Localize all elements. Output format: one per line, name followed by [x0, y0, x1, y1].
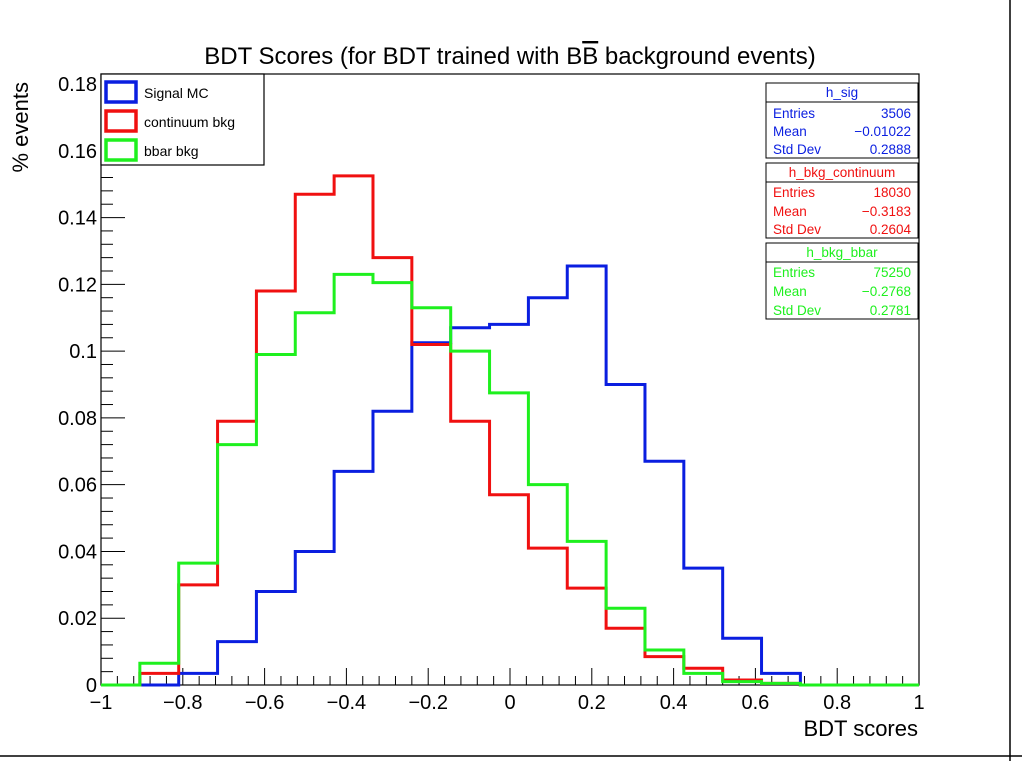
- stats-mean-value: −0.2768: [862, 284, 911, 299]
- series-line-signal-mc: [101, 264, 919, 687]
- stats-box-frame: [765, 162, 919, 239]
- stats-stddev-value: 0.2781: [870, 303, 911, 318]
- stats-entries-value: 75250: [873, 265, 911, 280]
- stats-entries-label: Entries: [773, 265, 815, 280]
- legend-label: Signal MC: [144, 85, 209, 101]
- stats-stddev-value: 0.2604: [870, 222, 912, 237]
- stats-entries-label: Entries: [773, 185, 815, 200]
- stats-stddev-label: Std Dev: [773, 222, 821, 237]
- legend-box: [100, 73, 265, 166]
- legend-swatch: [104, 80, 138, 104]
- stats-mean-value: −0.01022: [854, 124, 911, 139]
- stats-box-title: h_sig: [826, 85, 858, 100]
- y-tick-label: 0.06: [58, 475, 97, 497]
- series-line-bbar-bkg: [101, 272, 919, 687]
- legend-entry-bbar-bkg: bbar bkg: [104, 138, 198, 162]
- stats-entries-label: Entries: [773, 106, 815, 121]
- x-axis-label: BDT scores: [803, 716, 918, 741]
- stats-stddev-value: 0.2888: [870, 142, 911, 157]
- stats-box-h-sig: h_sig Entries 3506 Mean −0.01022 Std Dev…: [765, 82, 919, 159]
- y-tick-label: 0.14: [58, 208, 97, 230]
- legend-swatch: [104, 138, 138, 162]
- legend-label: continuum bkg: [144, 114, 235, 130]
- x-tick-label: 0.2: [578, 692, 606, 714]
- x-tick-label: 0.8: [823, 692, 851, 714]
- stats-mean-label: Mean: [773, 284, 807, 299]
- legend-label: bbar bkg: [144, 143, 198, 159]
- y-tick-label: 0.1: [69, 341, 97, 363]
- axis-tick-labels: −1 −0.8 −0.6 −0.4 −0.2 0 0.2 0.4 0.6 0.8 1 0 0.02 0.0…: [58, 74, 925, 714]
- y-tick-label: 0.04: [58, 541, 97, 563]
- x-tick-label: −0.2: [408, 692, 447, 714]
- x-tick-label: −0.8: [163, 692, 202, 714]
- x-tick-label: 0.4: [660, 692, 688, 714]
- stats-stddev-label: Std Dev: [773, 142, 821, 157]
- stats-box-frame: [765, 82, 919, 159]
- x-tick-label: −0.6: [245, 692, 284, 714]
- stats-mean-label: Mean: [773, 204, 807, 219]
- y-axis-label: % events: [8, 82, 33, 173]
- stats-stddev-label: Std Dev: [773, 303, 821, 318]
- y-tick-label: 0: [86, 675, 97, 697]
- x-tick-label: −1: [90, 692, 113, 714]
- stats-entries-value: 3506: [881, 106, 911, 121]
- stats-box-h-bkg-bbar: h_bkg_bbar Entries 75250 Mean −0.2768 St…: [765, 242, 919, 320]
- stats-box-title: h_bkg_bbar: [806, 245, 878, 260]
- x-tick-label: 1: [913, 692, 924, 714]
- stats-mean-label: Mean: [773, 124, 807, 139]
- legend-swatch: [104, 109, 138, 133]
- legend-entry-signal-mc: Signal MC: [104, 80, 209, 104]
- x-tick-label: −0.4: [327, 692, 366, 714]
- y-tick-label: 0.08: [58, 408, 97, 430]
- stats-entries-value: 18030: [873, 185, 911, 200]
- x-tick-label: 0.6: [741, 692, 769, 714]
- y-tick-label: 0.18: [58, 74, 97, 96]
- x-tick-label: 0: [504, 692, 515, 714]
- chart-title: BDT Scores (for BDT trained with BB back…: [204, 43, 815, 70]
- histogram-series: [101, 174, 919, 687]
- y-tick-label: 0.02: [58, 608, 97, 630]
- y-tick-label: 0.16: [58, 141, 97, 163]
- series-line-continuum-bkg: [101, 174, 919, 687]
- stats-mean-value: −0.3183: [862, 204, 911, 219]
- legend: Signal MC continuum bkg bbar bkg: [100, 73, 265, 166]
- y-tick-label: 0.12: [58, 274, 97, 296]
- stats-box-title: h_bkg_continuum: [789, 165, 896, 180]
- stats-box-frame: [765, 242, 919, 320]
- stats-box-h-bkg-continuum: h_bkg_continuum Entries 18030 Mean −0.31…: [765, 162, 919, 239]
- legend-entry-continuum-bkg: continuum bkg: [104, 109, 235, 133]
